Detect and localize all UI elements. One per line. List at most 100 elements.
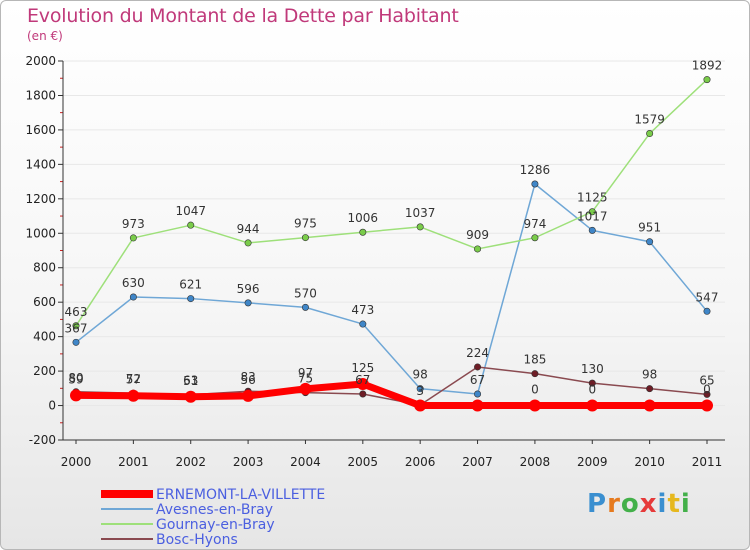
- data-label: 56: [240, 373, 255, 387]
- data-point: [244, 299, 252, 307]
- y-tick-label: 1000: [25, 226, 56, 240]
- series-line-ERNEMONT-LA-VILLETTE: [72, 380, 711, 410]
- data-label: 1125: [577, 191, 608, 205]
- data-point: [127, 389, 140, 402]
- data-label: 1286: [520, 163, 551, 177]
- data-label: 630: [122, 276, 145, 290]
- data-label: 473: [351, 303, 374, 317]
- y-tick-label: 200: [33, 364, 56, 378]
- data-label: 51: [183, 374, 198, 388]
- y-tick-label: 2000: [25, 54, 56, 68]
- data-point: [474, 245, 482, 253]
- data-label: 72: [126, 372, 141, 386]
- data-label: 596: [237, 282, 260, 296]
- data-point: [187, 295, 195, 303]
- x-tick-label: 2003: [233, 455, 264, 469]
- data-point: [414, 399, 427, 412]
- data-label: 951: [638, 221, 661, 235]
- data-point: [129, 234, 137, 242]
- data-point: [588, 379, 596, 387]
- data-label: 547: [696, 290, 719, 304]
- x-tick-label: 2011: [692, 455, 723, 469]
- data-label: 0: [531, 383, 539, 397]
- data-label: 944: [237, 222, 260, 236]
- data-label: 65: [699, 373, 714, 387]
- data-label: 57: [126, 373, 141, 387]
- data-point: [72, 338, 80, 346]
- data-point: [703, 390, 711, 398]
- data-point: [703, 307, 711, 315]
- data-point: [703, 76, 711, 84]
- data-label: 1006: [348, 211, 379, 225]
- x-tick-label: 2000: [61, 455, 92, 469]
- data-label: 185: [523, 353, 546, 367]
- data-label: 1017: [577, 209, 608, 223]
- data-point: [359, 390, 367, 398]
- data-point: [474, 390, 482, 398]
- data-point: [416, 223, 424, 231]
- data-point: [646, 385, 654, 393]
- data-point: [244, 239, 252, 247]
- data-point: [471, 399, 484, 412]
- x-tick-label: 2005: [348, 455, 379, 469]
- y-tick-label: -200: [29, 433, 56, 447]
- data-label: 1037: [405, 206, 436, 220]
- data-point: [701, 399, 713, 412]
- data-label: 1579: [634, 113, 665, 127]
- data-point: [187, 221, 195, 229]
- chart-title: Evolution du Montant de la Dette par Hab…: [27, 5, 459, 27]
- data-label: 0: [703, 383, 711, 397]
- data-label: 130: [581, 362, 604, 376]
- data-point: [646, 238, 654, 246]
- data-label: 59: [68, 372, 83, 386]
- data-label: 973: [122, 217, 145, 231]
- data-point: [474, 363, 482, 371]
- data-label: 63: [183, 374, 198, 388]
- data-point: [299, 382, 312, 395]
- y-tick-label: 0: [48, 399, 56, 413]
- data-point: [72, 322, 80, 330]
- brand-logo: Proxiti: [587, 489, 691, 519]
- data-label: 1892: [692, 59, 723, 73]
- data-label: 125: [351, 361, 374, 375]
- x-tick-label: 2002: [175, 455, 206, 469]
- data-label: 67: [470, 373, 485, 387]
- data-label: 1047: [175, 204, 206, 218]
- y-tick-label: 600: [33, 295, 56, 309]
- legend-label: Gournay-en-Bray: [156, 517, 275, 533]
- x-tick-label: 2006: [405, 455, 436, 469]
- series-line-Gournay-en-Bray: [75, 78, 708, 327]
- data-label: 98: [413, 368, 428, 382]
- data-point: [359, 228, 367, 236]
- data-point: [586, 399, 599, 412]
- legend-label: Bosc-Hyons: [156, 532, 238, 548]
- data-point: [528, 399, 541, 412]
- y-tick-label: 1600: [25, 123, 56, 137]
- data-point: [588, 208, 596, 216]
- data-label: 75: [298, 372, 313, 386]
- data-point: [643, 399, 656, 412]
- data-point: [184, 390, 197, 403]
- data-point: [70, 389, 82, 402]
- data-label: 621: [179, 278, 202, 292]
- data-point: [129, 293, 137, 301]
- legend-label: Avesnes-en-Bray: [156, 502, 273, 518]
- chart-unit: (en €): [27, 29, 63, 43]
- y-tick-label: 400: [33, 330, 56, 344]
- y-tick-label: 1400: [25, 157, 56, 171]
- data-label: 570: [294, 286, 317, 300]
- data-point: [356, 378, 369, 391]
- data-label: 224: [466, 346, 489, 360]
- data-point: [646, 130, 654, 138]
- x-tick-label: 2001: [118, 455, 149, 469]
- data-label: 97: [298, 366, 313, 380]
- x-tick-label: 2007: [462, 455, 493, 469]
- x-tick-label: 2010: [634, 455, 665, 469]
- series-line-Avesnes-en-Bray: [75, 183, 708, 395]
- data-point: [301, 234, 309, 242]
- data-label: 463: [65, 305, 88, 319]
- y-tick-label: 800: [33, 261, 56, 275]
- data-label: 367: [65, 321, 88, 335]
